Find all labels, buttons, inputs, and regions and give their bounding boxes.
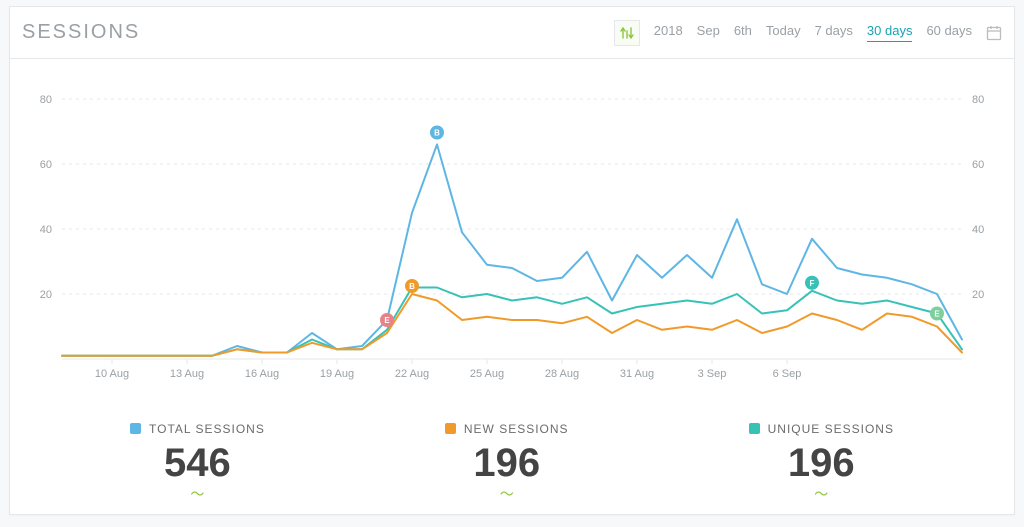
trend-up-icon: 〜: [130, 484, 265, 504]
chart-area: 20 20 40 40 60 60 80 80 10 Aug 13 Aug 16 Aug 19 Aug…: [10, 59, 1014, 404]
range-30days[interactable]: 30 days: [867, 23, 913, 42]
stat-value: 196: [445, 441, 569, 486]
svg-text:20: 20: [972, 289, 984, 301]
svg-text:16 Aug: 16 Aug: [245, 368, 279, 380]
svg-text:60: 60: [40, 159, 52, 171]
compare-toggle[interactable]: [614, 20, 640, 46]
stat-unique: UNIQUE SESSIONS 196 〜: [749, 421, 894, 504]
svg-text:13 Aug: 13 Aug: [170, 368, 204, 380]
svg-text:E: E: [384, 316, 390, 325]
stat-value: 546: [130, 441, 265, 486]
svg-text:20: 20: [40, 289, 52, 301]
svg-text:B: B: [409, 282, 415, 291]
svg-text:28 Aug: 28 Aug: [545, 368, 579, 380]
range-day[interactable]: 6th: [734, 23, 752, 42]
stat-label: NEW SESSIONS: [464, 422, 569, 436]
svg-text:80: 80: [40, 94, 52, 106]
stat-label: UNIQUE SESSIONS: [768, 422, 894, 436]
svg-text:25 Aug: 25 Aug: [470, 368, 504, 380]
stat-value: 196: [749, 441, 894, 486]
range-today[interactable]: Today: [766, 23, 801, 42]
svg-text:B: B: [434, 129, 440, 138]
svg-text:22 Aug: 22 Aug: [395, 368, 429, 380]
svg-text:80: 80: [972, 94, 984, 106]
range-year[interactable]: 2018: [654, 23, 683, 42]
svg-text:60: 60: [972, 159, 984, 171]
range-60days[interactable]: 60 days: [926, 23, 972, 42]
sessions-line-chart: 20 20 40 40 60 60 80 80 10 Aug 13 Aug 16 Aug 19 Aug…: [22, 79, 1002, 399]
svg-text:3 Sep: 3 Sep: [698, 368, 727, 380]
card-header: SESSIONS 2018 Sep 6th Today 7 days 30 da…: [10, 7, 1014, 59]
legend-swatch-total: [130, 423, 141, 434]
range-7days[interactable]: 7 days: [815, 23, 853, 42]
compare-icon: [620, 26, 634, 40]
svg-text:6 Sep: 6 Sep: [773, 368, 802, 380]
date-range-group: 2018 Sep 6th Today 7 days 30 days 60 day…: [654, 23, 972, 42]
svg-text:F: F: [810, 279, 815, 288]
calendar-icon[interactable]: [986, 25, 1002, 41]
svg-text:E: E: [934, 310, 940, 319]
svg-text:19 Aug: 19 Aug: [320, 368, 354, 380]
trend-up-icon: 〜: [445, 484, 569, 504]
trend-up-icon: 〜: [749, 484, 894, 504]
legend-stats: TOTAL SESSIONS 546 〜 NEW SESSIONS 196 〜 …: [10, 421, 1014, 504]
range-month[interactable]: Sep: [697, 23, 720, 42]
stat-label: TOTAL SESSIONS: [149, 422, 265, 436]
svg-text:31 Aug: 31 Aug: [620, 368, 654, 380]
legend-swatch-new: [445, 423, 456, 434]
svg-text:40: 40: [40, 224, 52, 236]
legend-swatch-unique: [749, 423, 760, 434]
card-title: SESSIONS: [22, 21, 140, 44]
sessions-card: SESSIONS 2018 Sep 6th Today 7 days 30 da…: [9, 6, 1015, 515]
stat-total: TOTAL SESSIONS 546 〜: [130, 421, 265, 504]
svg-text:40: 40: [972, 224, 984, 236]
header-controls: 2018 Sep 6th Today 7 days 30 days 60 day…: [614, 20, 1002, 46]
stat-new: NEW SESSIONS 196 〜: [445, 421, 569, 504]
svg-text:10 Aug: 10 Aug: [95, 368, 129, 380]
